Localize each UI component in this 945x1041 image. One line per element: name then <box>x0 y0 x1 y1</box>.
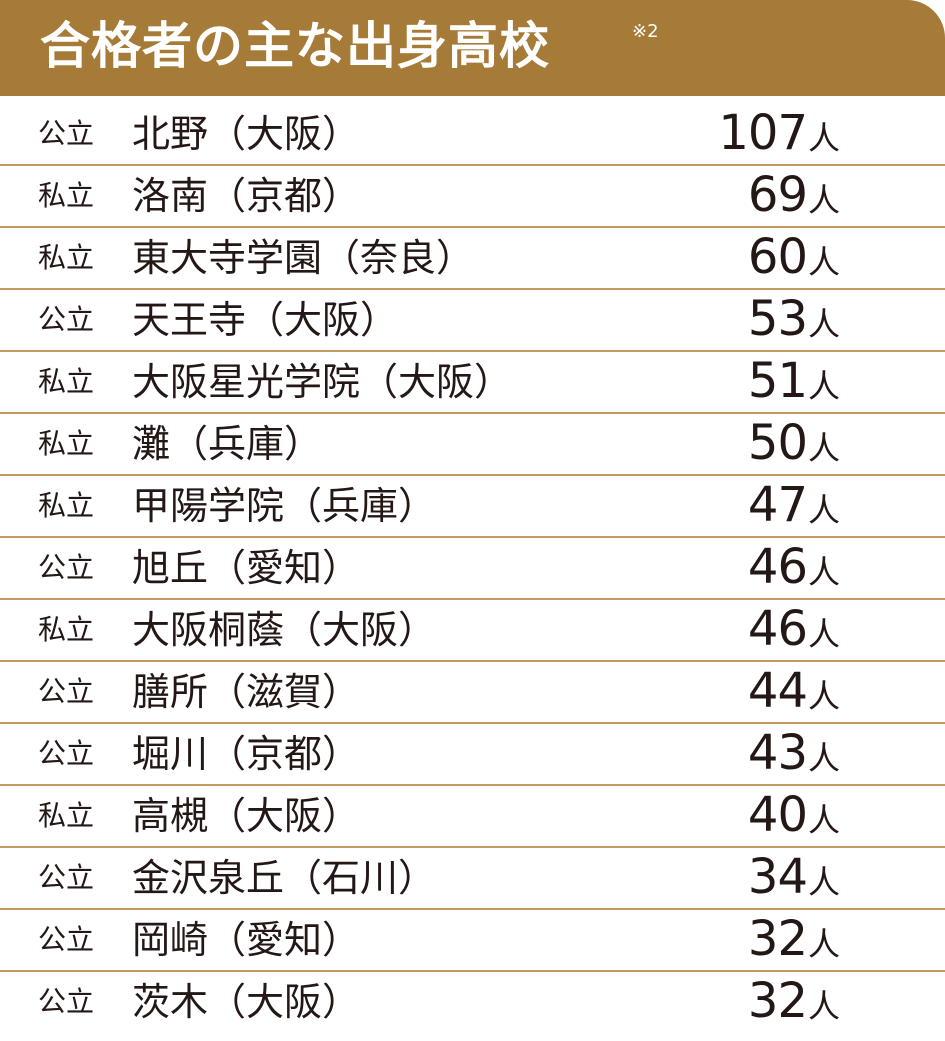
school-type: 公立 <box>38 923 95 956</box>
admission-count: 34 <box>747 849 808 905</box>
row-divider <box>0 846 945 848</box>
count-unit: 人 <box>808 305 841 343</box>
row-divider <box>0 660 945 662</box>
school-name: 茨木（大阪） <box>132 980 361 1024</box>
school-name: 東大寺学園（奈良） <box>132 236 475 280</box>
row-divider <box>0 226 945 228</box>
list-item: 私立 甲陽学院（兵庫） 47 人 <box>0 476 945 538</box>
school-name: 天王寺（大阪） <box>132 298 399 342</box>
list-item: 公立 茨木（大阪） 32 人 <box>0 972 945 1034</box>
list-item: 公立 膳所（滋賀） 44 人 <box>0 662 945 724</box>
school-name: 金沢泉丘（石川） <box>132 856 437 900</box>
admission-count: 32 <box>747 911 808 967</box>
count-unit: 人 <box>808 553 841 591</box>
admission-count: 51 <box>747 353 808 409</box>
admission-count: 107 <box>718 105 808 161</box>
school-name: 膳所（滋賀） <box>132 670 361 714</box>
admission-count: 50 <box>747 415 808 471</box>
count-unit: 人 <box>808 429 841 467</box>
school-name: 北野（大阪） <box>132 112 361 156</box>
school-type: 私立 <box>38 489 95 522</box>
count-unit: 人 <box>808 119 841 157</box>
count-unit: 人 <box>808 863 841 901</box>
list-item: 公立 旭丘（愛知） 46 人 <box>0 538 945 600</box>
footnote-marker: ※2 <box>632 21 659 42</box>
list-item: 公立 天王寺（大阪） 53 人 <box>0 290 945 352</box>
list-item: 公立 堀川（京都） 43 人 <box>0 724 945 786</box>
school-type: 私立 <box>38 241 95 274</box>
row-divider <box>0 288 945 290</box>
school-name: 大阪星光学院（大阪） <box>132 360 513 404</box>
school-type: 私立 <box>38 613 95 646</box>
row-divider <box>0 908 945 910</box>
admission-count: 53 <box>747 291 808 347</box>
row-divider <box>0 536 945 538</box>
count-unit: 人 <box>808 181 841 219</box>
page-title: 合格者の主な出身高校 <box>40 16 550 75</box>
row-divider <box>0 412 945 414</box>
school-name: 大阪桐蔭（大阪） <box>132 608 437 652</box>
count-unit: 人 <box>808 615 841 653</box>
school-name: 岡崎（愛知） <box>132 918 361 962</box>
school-type: 公立 <box>38 985 95 1018</box>
count-unit: 人 <box>808 987 841 1025</box>
count-unit: 人 <box>808 491 841 529</box>
count-unit: 人 <box>808 739 841 777</box>
admission-count: 60 <box>747 229 808 285</box>
school-type: 私立 <box>38 427 95 460</box>
count-unit: 人 <box>808 367 841 405</box>
row-divider <box>0 598 945 600</box>
row-divider <box>0 970 945 972</box>
count-unit: 人 <box>808 677 841 715</box>
admission-count: 40 <box>747 787 808 843</box>
school-type: 公立 <box>38 861 95 894</box>
list-item: 公立 金沢泉丘（石川） 34 人 <box>0 848 945 910</box>
row-divider <box>0 350 945 352</box>
list-item: 私立 灘（兵庫） 50 人 <box>0 414 945 476</box>
row-divider <box>0 474 945 476</box>
school-type: 公立 <box>38 117 95 150</box>
school-name: 洛南（京都） <box>132 174 361 218</box>
school-type: 公立 <box>38 303 95 336</box>
admission-count: 46 <box>747 601 808 657</box>
school-name: 灘（兵庫） <box>132 422 323 466</box>
list-item: 私立 洛南（京都） 69 人 <box>0 166 945 228</box>
school-name: 甲陽学院（兵庫） <box>132 484 437 528</box>
row-divider <box>0 164 945 166</box>
school-name: 旭丘（愛知） <box>132 546 361 590</box>
school-type: 公立 <box>38 737 95 770</box>
title-banner: 合格者の主な出身高校 ※2 <box>0 0 945 96</box>
admission-count: 32 <box>747 973 808 1029</box>
admission-count: 47 <box>747 477 808 533</box>
row-divider <box>0 784 945 786</box>
list-item: 公立 岡崎（愛知） 32 人 <box>0 910 945 972</box>
admission-count: 44 <box>747 663 808 719</box>
school-type: 私立 <box>38 179 95 212</box>
row-divider <box>0 722 945 724</box>
school-name: 高槻（大阪） <box>132 794 361 838</box>
list-item: 公立 北野（大阪） 107 人 <box>0 104 945 166</box>
list-item: 私立 大阪桐蔭（大阪） 46 人 <box>0 600 945 662</box>
school-type: 公立 <box>38 675 95 708</box>
count-unit: 人 <box>808 801 841 839</box>
school-list: 公立 北野（大阪） 107 人 私立 洛南（京都） 69 人 私立 東大寺学園（… <box>0 104 945 1034</box>
admission-count: 43 <box>747 725 808 781</box>
school-name: 堀川（京都） <box>132 732 361 776</box>
admission-count: 46 <box>747 539 808 595</box>
school-type: 私立 <box>38 799 95 832</box>
list-item: 私立 東大寺学園（奈良） 60 人 <box>0 228 945 290</box>
list-item: 私立 高槻（大阪） 40 人 <box>0 786 945 848</box>
list-item: 私立 大阪星光学院（大阪） 51 人 <box>0 352 945 414</box>
count-unit: 人 <box>808 243 841 281</box>
admission-count: 69 <box>747 167 808 223</box>
count-unit: 人 <box>808 925 841 963</box>
school-type: 公立 <box>38 551 95 584</box>
school-type: 私立 <box>38 365 95 398</box>
